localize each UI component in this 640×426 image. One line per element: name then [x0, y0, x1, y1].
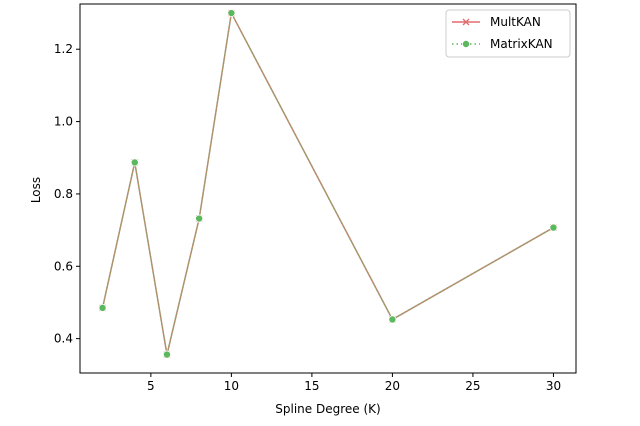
legend-item-multkan: MultKAN	[452, 15, 541, 29]
plot-frame	[79, 3, 577, 374]
plot-area	[79, 3, 577, 374]
y-tick-label: 1.0	[54, 115, 73, 129]
data-point-matrixkan	[388, 315, 397, 324]
data-point-matrixkan	[549, 223, 558, 232]
legend-label: MultKAN	[490, 15, 541, 29]
x-tick-label: 5	[147, 379, 155, 393]
legend: MultKAN MatrixKAN	[445, 9, 571, 58]
series-line-multkan	[101, 12, 554, 356]
y-axis-label: Loss	[29, 177, 43, 203]
data-point-matrixkan	[130, 158, 139, 167]
x-axis-ticks: 5 10 15 20 25 30	[147, 373, 561, 393]
y-tick-label: 0.4	[54, 332, 73, 346]
data-point-matrixkan	[195, 214, 204, 223]
x-tick-label: 30	[546, 379, 561, 393]
x-tick-label: 15	[304, 379, 319, 393]
legend-label: MatrixKAN	[490, 37, 553, 51]
x-axis-label: Spline Degree (K)	[275, 402, 380, 416]
data-point-matrixkan	[227, 9, 236, 18]
y-tick-label: 0.8	[54, 187, 73, 201]
y-tick-label: 1.2	[54, 42, 73, 56]
series-line-matrixkan	[101, 12, 554, 356]
y-axis-ticks: 0.4 0.6 0.8 1.0 1.2	[54, 42, 80, 346]
data-point-matrixkan	[98, 303, 107, 312]
legend-item-matrixkan: MatrixKAN	[452, 37, 553, 51]
x-tick-label: 20	[385, 379, 400, 393]
y-tick-label: 0.6	[54, 259, 73, 273]
series-layer	[98, 9, 558, 359]
x-tick-label: 10	[224, 379, 239, 393]
data-point-matrixkan	[162, 350, 171, 359]
x-tick-label: 25	[465, 379, 480, 393]
